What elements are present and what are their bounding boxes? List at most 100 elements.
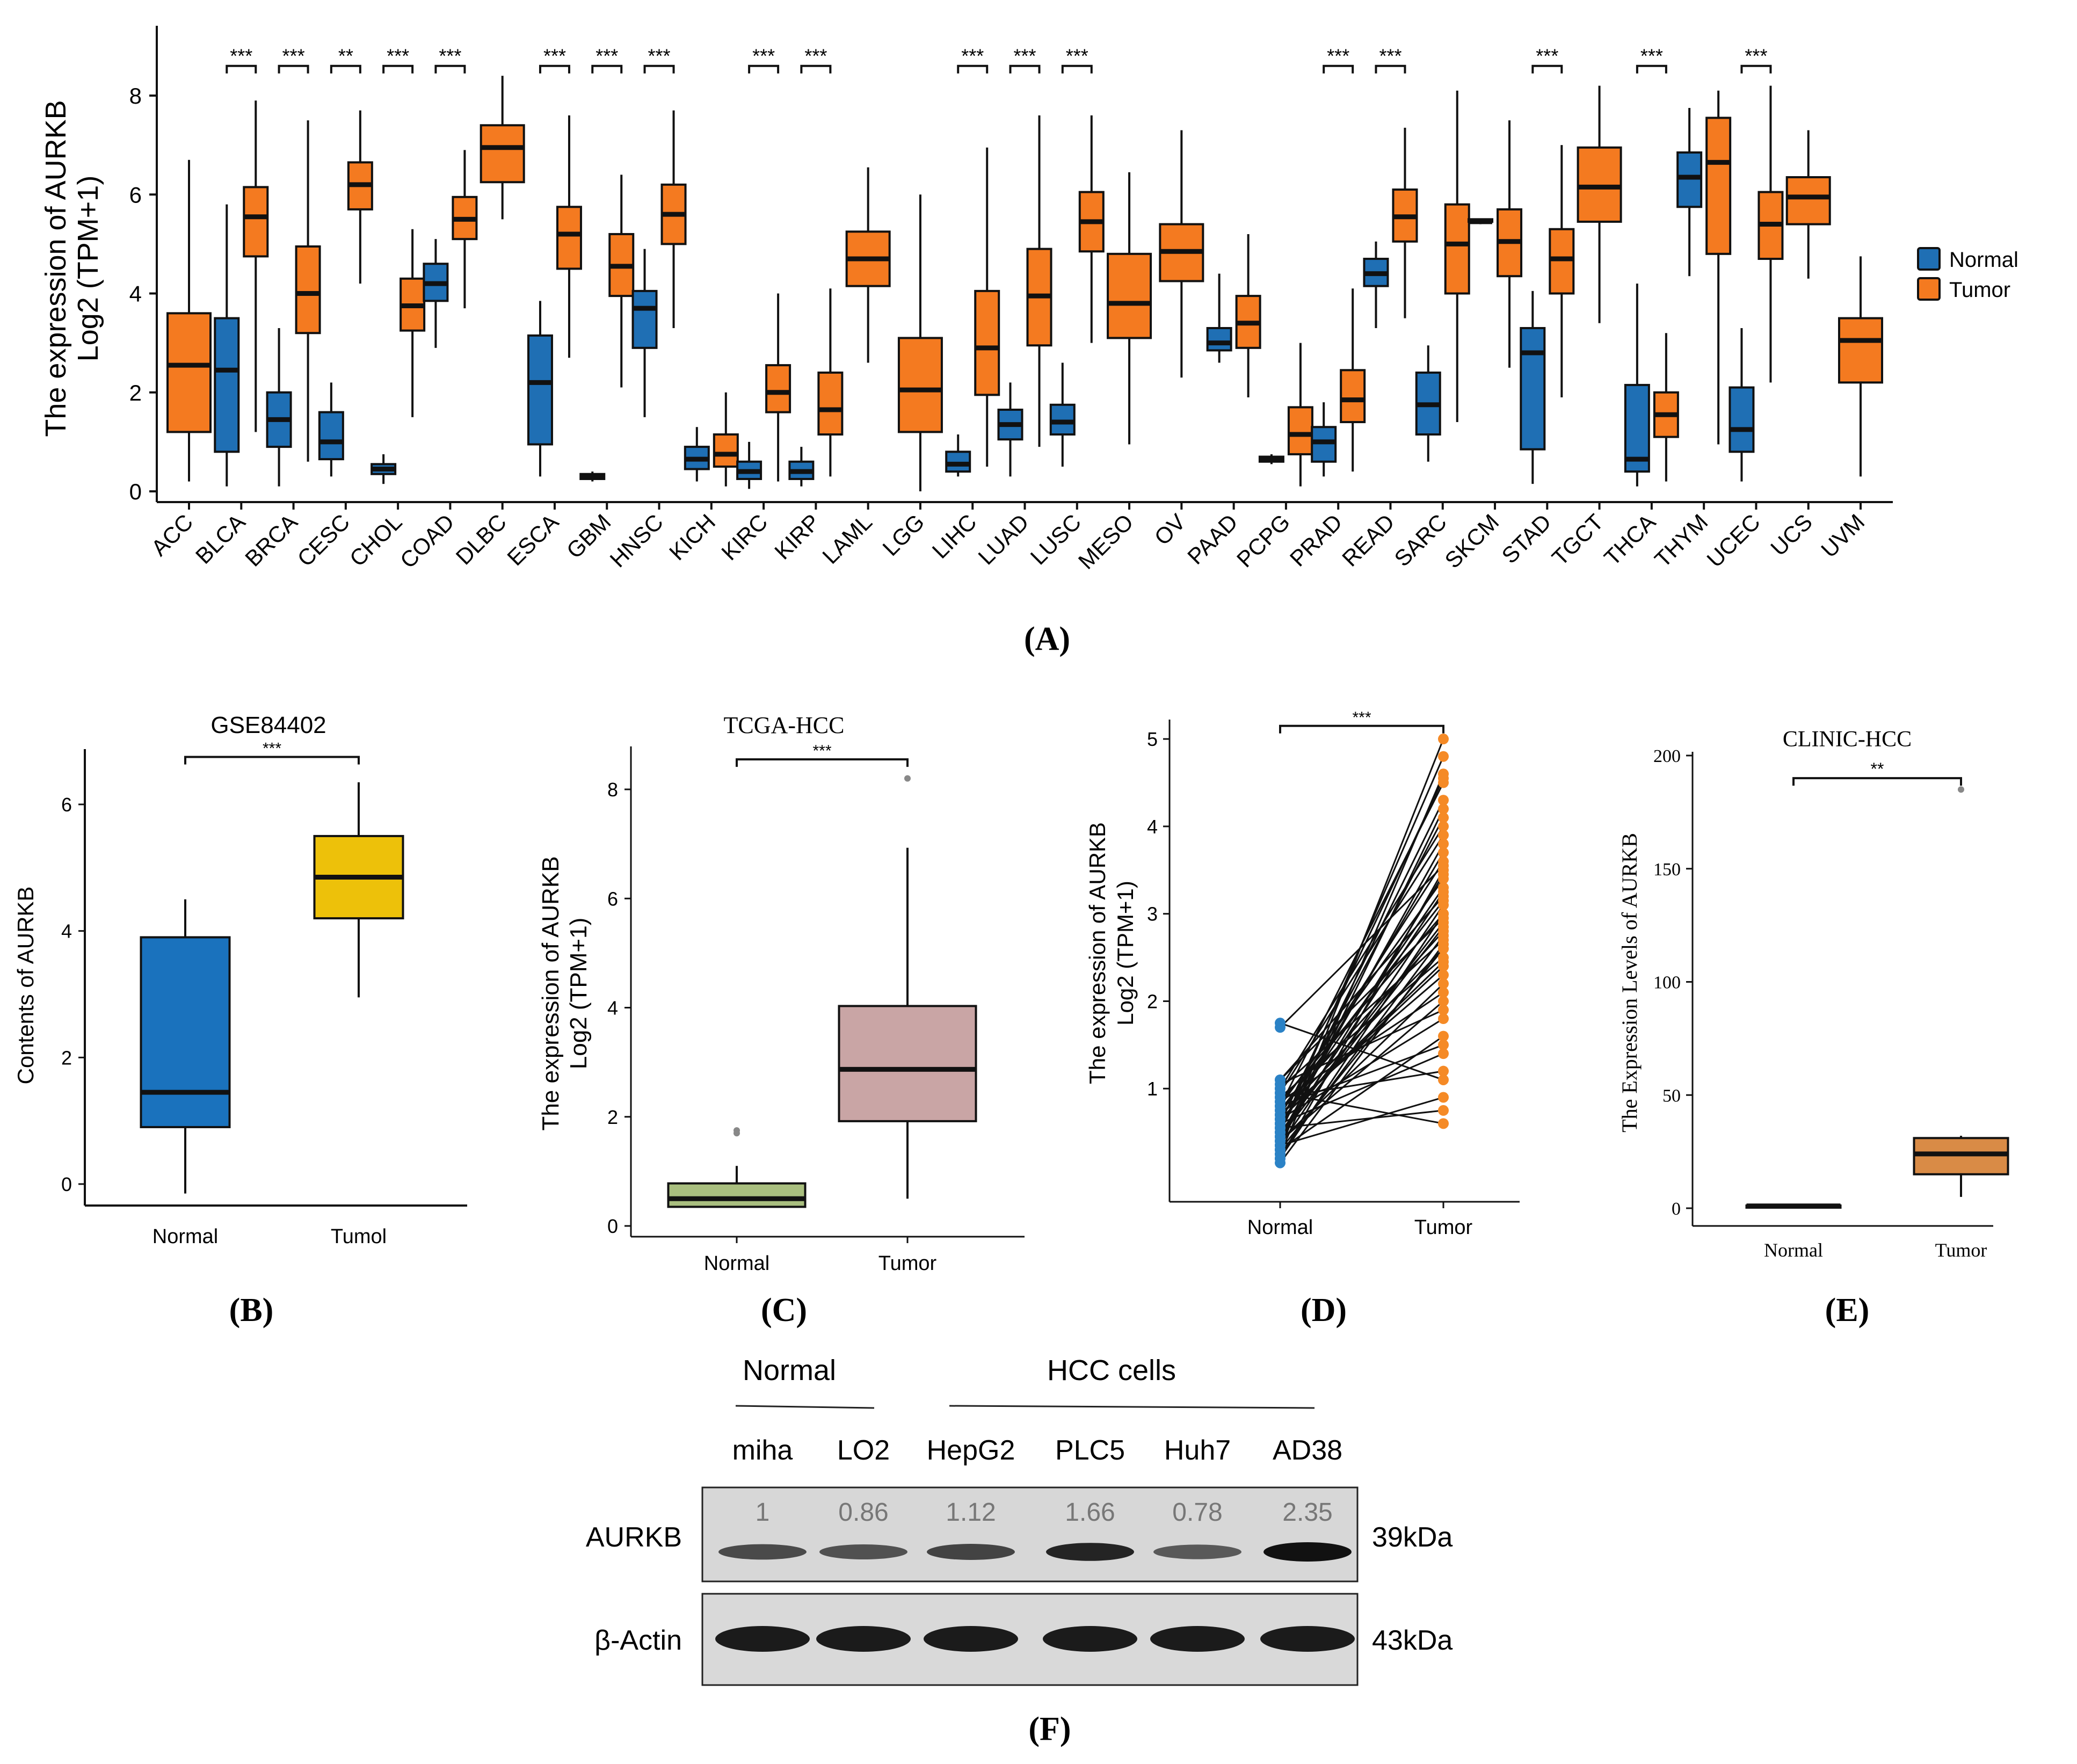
a-cesc-normal-box bbox=[318, 411, 344, 461]
panel-d-marks: *** bbox=[1275, 709, 1449, 1168]
d-pair-line bbox=[1280, 991, 1444, 1102]
d-tumor-point bbox=[1438, 1030, 1449, 1042]
a-x-tick-label: PRAD bbox=[1285, 509, 1347, 571]
a-brca-sig-label: *** bbox=[282, 45, 305, 67]
d-pair-line bbox=[1280, 1052, 1444, 1124]
blot-actin-band bbox=[715, 1626, 810, 1652]
a-x-tick-label: UVM bbox=[1816, 509, 1869, 562]
panel-c-label: (C) bbox=[761, 1292, 807, 1329]
a-x-tick-label: SKCM bbox=[1440, 509, 1504, 573]
d-normal-point bbox=[1275, 1100, 1286, 1112]
d-tumor-point bbox=[1438, 1039, 1449, 1050]
e-x-tick-label: Tumor bbox=[1935, 1239, 1987, 1261]
blot-lane-labels: miha LO2 HepG2 PLC5 Huh7 AD38 bbox=[732, 1435, 1342, 1466]
panel-c-chart: TCGA-HCC 0 2 4 6 8 Normal Tumor *** The expres… bbox=[538, 712, 1025, 1329]
d-tumor-point bbox=[1438, 1074, 1449, 1085]
a-thym-normal-box bbox=[1676, 151, 1703, 208]
e-y-tick-label: 50 bbox=[1662, 1086, 1681, 1106]
c-x-tick-label: Normal bbox=[704, 1252, 769, 1275]
blot-actin-band bbox=[816, 1626, 911, 1652]
a-blca-sig-label: *** bbox=[230, 45, 252, 67]
a-x-tick-label: LAML bbox=[817, 509, 877, 569]
d-pair-line bbox=[1279, 935, 1444, 1155]
a-y-tick-label: 6 bbox=[129, 182, 142, 207]
d-normal-point bbox=[1275, 1149, 1286, 1160]
a-hnsc-sig-bracket bbox=[643, 64, 675, 74]
d-tumor-point bbox=[1438, 987, 1449, 998]
a-chol-sig-label: *** bbox=[387, 45, 409, 67]
d-tumor-point bbox=[1438, 734, 1449, 745]
panel-a-marks: *** *** ** *** *** *** *** *** *** *** *** *** *** **… bbox=[166, 45, 1883, 491]
a-x-tick-label: STAD bbox=[1497, 509, 1556, 568]
d-tumor-point bbox=[1438, 956, 1449, 968]
a-coad-sig-label: *** bbox=[439, 45, 461, 67]
blot-group-hcc-line bbox=[949, 1405, 1315, 1409]
blot-row-actin-label: β-Actin bbox=[594, 1625, 682, 1656]
d-normal-point bbox=[1275, 1022, 1286, 1033]
c-y-tick-label: 0 bbox=[607, 1215, 618, 1237]
a-x-tick-label: SARC bbox=[1389, 509, 1451, 571]
b-sig-label: *** bbox=[263, 740, 281, 758]
d-normal-point bbox=[1275, 1087, 1286, 1099]
blot-lane-label: HepG2 bbox=[927, 1435, 1015, 1466]
panel-f-western-blot: Normal HCC cells miha LO2 HepG2 PLC5 Huh7 AD3… bbox=[586, 1354, 1453, 1747]
a-x-tick-label: LUSC bbox=[1026, 509, 1086, 569]
panel-b-chart: GSE84402 0 2 4 6 Normal Tumol *** Contents of… bbox=[13, 712, 467, 1329]
a-prad-tumor-box bbox=[1340, 369, 1366, 424]
a-meso-tumor-box bbox=[1107, 252, 1152, 339]
c-sig-bracket bbox=[736, 758, 909, 767]
d-tumor-point bbox=[1438, 847, 1449, 858]
blot-aurkb-band bbox=[1153, 1544, 1241, 1559]
a-x-tick-label: PAAD bbox=[1182, 509, 1243, 569]
blot-bands: 1 0.86 1.12 1.66 0.78 2.35 bbox=[715, 1498, 1355, 1652]
e-sig-label: ** bbox=[1871, 759, 1884, 779]
panel-e-chart: CLINIC-HCC 0 50 100 150 200 Normal Tumor ** Th… bbox=[1617, 727, 2009, 1329]
a-paad-normal-box bbox=[1206, 326, 1232, 352]
a-x-tick-label: KICH bbox=[664, 509, 720, 565]
a-x-tick-label: MESO bbox=[1073, 509, 1138, 574]
d-normal-point bbox=[1275, 1114, 1286, 1125]
a-x-tick-label: TGCT bbox=[1547, 509, 1608, 570]
d-pair-line bbox=[1279, 800, 1444, 1133]
c-tumor-box bbox=[838, 1005, 977, 1122]
panel-b-title: GSE84402 bbox=[210, 712, 326, 738]
blot-aurkb-value: 1.66 bbox=[1065, 1498, 1115, 1527]
panel-c-title: TCGA-HCC bbox=[724, 712, 845, 738]
b-x-tick-label: Normal bbox=[152, 1225, 218, 1248]
blot-actin-band bbox=[924, 1626, 1018, 1652]
panel-b-marks: *** bbox=[140, 740, 404, 1194]
a-x-tick-label: DLBC bbox=[451, 509, 511, 569]
d-tumor-point bbox=[1438, 860, 1449, 872]
legend-normal-swatch bbox=[1917, 247, 1941, 271]
c-y-tick-label: 2 bbox=[607, 1106, 618, 1128]
a-esca-sig-bracket bbox=[539, 64, 570, 74]
d-tumor-point bbox=[1438, 751, 1449, 762]
a-esca-tumor-box bbox=[556, 206, 582, 270]
a-x-tick-label: CHOL bbox=[345, 509, 407, 571]
d-y-tick-label: 5 bbox=[1147, 728, 1158, 750]
blot-aurkb-value: 1.12 bbox=[946, 1498, 996, 1527]
blot-lane-label: LO2 bbox=[837, 1435, 890, 1466]
a-x-tick-label: ACC bbox=[146, 509, 198, 561]
d-tumor-point bbox=[1438, 978, 1449, 989]
a-x-tick-label: HNSC bbox=[605, 509, 668, 572]
d-tumor-point bbox=[1438, 821, 1449, 832]
a-chol-sig-bracket bbox=[382, 64, 414, 74]
a-lihc-tumor-box bbox=[974, 289, 1000, 396]
a-gbm-sig-label: *** bbox=[595, 45, 618, 67]
a-cesc-sig-label: ** bbox=[338, 45, 353, 67]
d-pair-line bbox=[1280, 1022, 1444, 1081]
d-tumor-point bbox=[1438, 1004, 1449, 1015]
panel-d-chart: 1 2 3 4 5 Normal Tumor *** The expression of A… bbox=[1085, 709, 1520, 1329]
d-tumor-point bbox=[1438, 1013, 1449, 1025]
a-esca-normal-box bbox=[527, 334, 553, 446]
d-normal-point bbox=[1275, 1140, 1286, 1151]
a-y-tick-label: 8 bbox=[129, 83, 142, 108]
a-kirp-tumor-box bbox=[817, 371, 844, 436]
a-stad-sig-label: *** bbox=[1536, 45, 1558, 67]
d-tumor-point bbox=[1438, 803, 1449, 815]
blot-lane-label: PLC5 bbox=[1055, 1435, 1125, 1466]
d-tumor-point bbox=[1438, 1118, 1449, 1129]
a-read-sig-label: *** bbox=[1379, 45, 1401, 67]
